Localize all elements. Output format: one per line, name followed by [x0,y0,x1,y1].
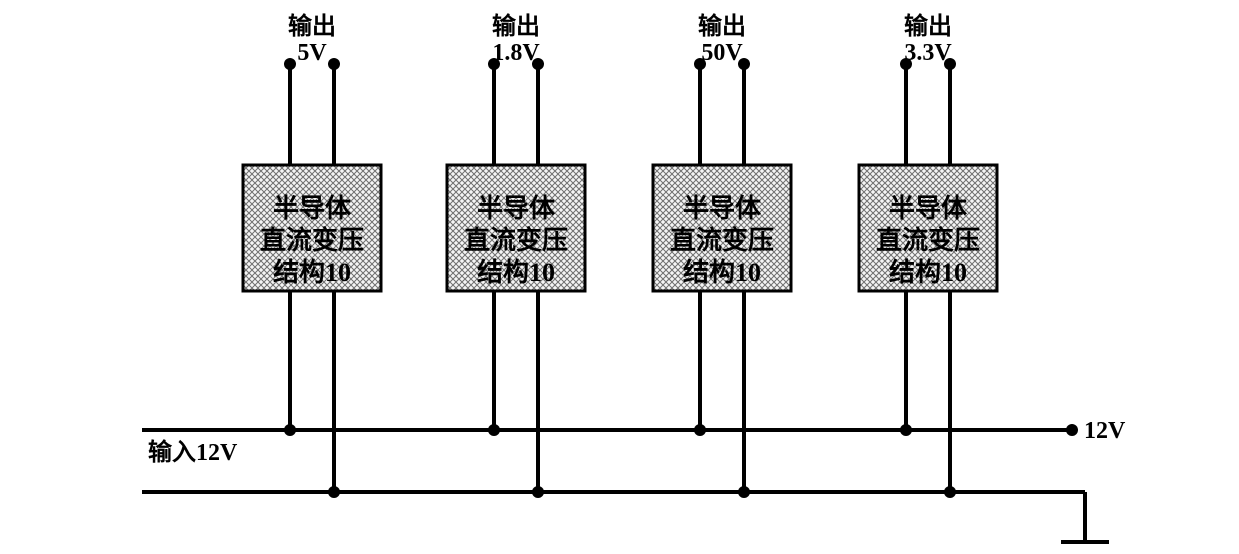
converter-module-4: 输出3.3V 半导体直流变压结构10 [859,12,997,498]
bus-voltage-label: 12V [1084,418,1126,444]
converter-module-1: 输出5V 半导体直流变压结构10 [243,12,381,498]
output-label: 输出 [904,12,952,40]
output-voltage: 50V [701,40,743,66]
converter-module-2: 输出1.8V 半导体直流变压结构10 [447,12,585,498]
converter-module-3: 输出50V 半导体直流变压结构10 [653,12,791,498]
converter-box-text: 半导体 [889,194,968,223]
converter-box-text: 半导体 [273,194,352,223]
output-label: 输出 [492,12,540,40]
input-label: 输入12V [148,438,238,466]
output-voltage: 1.8V [492,40,540,66]
converter-box-text: 结构10 [477,258,555,287]
converter-box-text: 直流变压 [670,225,774,255]
converter-box-text: 结构10 [889,258,967,287]
converter-box-text: 直流变压 [464,225,568,255]
converter-box-text: 直流变压 [876,225,980,255]
bus-rails [142,424,1109,542]
converter-box-text: 直流变压 [260,225,364,255]
converter-box-text: 结构10 [683,258,761,287]
converter-box-text: 结构10 [273,258,351,287]
output-voltage: 5V [297,40,327,66]
converter-box-text: 半导体 [683,194,762,223]
output-voltage: 3.3V [904,40,952,66]
converter-box-text: 半导体 [477,194,556,223]
output-label: 输出 [698,12,746,40]
circuit-diagram: 输入12V12V输出5V半导体直流变压结构10输出1.8V半导体直流变压结构10… [0,0,1239,554]
output-label: 输出 [288,12,336,40]
